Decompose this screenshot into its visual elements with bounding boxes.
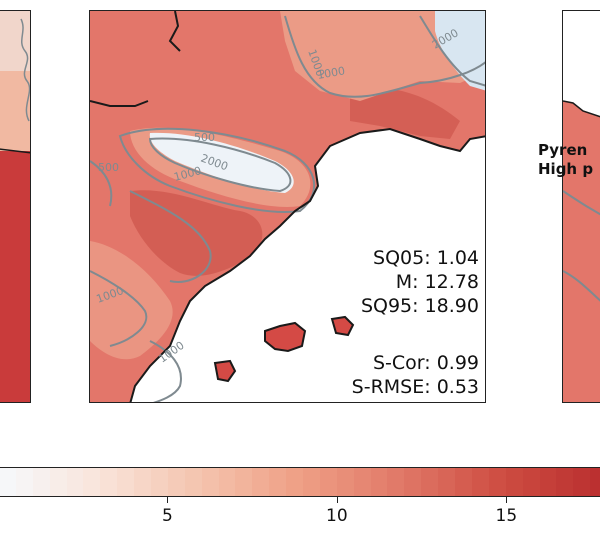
center-map-svg: 500 2000 1000 2000 1000 1000 1000 1000 5… xyxy=(90,11,485,402)
colorbar-segment xyxy=(319,468,337,496)
contour-1000-central xyxy=(129,190,212,283)
colorbar-segment xyxy=(353,468,371,496)
colorbar-tick-label: 15 xyxy=(495,506,518,526)
colorbar-segment xyxy=(370,468,388,496)
colorbar-tick xyxy=(167,497,169,503)
colorbar-segment xyxy=(134,468,152,496)
colorbar-segment xyxy=(421,468,439,496)
left-map-panel xyxy=(0,10,31,403)
colorbar-tick-label: 10 xyxy=(326,506,348,526)
colorbar-segment xyxy=(336,468,354,496)
right-map-svg xyxy=(563,11,600,402)
right-contour xyxy=(563,270,600,302)
colorbar-segment xyxy=(218,468,236,496)
right-label-line-2: High p xyxy=(538,160,594,178)
left-contour xyxy=(20,18,30,122)
left-lowland xyxy=(0,151,30,402)
colorbar-segment xyxy=(66,468,84,496)
left-slope xyxy=(0,71,30,151)
colorbar-segment xyxy=(32,468,50,496)
colorbar-segment xyxy=(505,468,523,496)
mainland-coast xyxy=(129,127,485,402)
colorbar-segment xyxy=(455,468,472,496)
stat-sq05: SQ05: 1.04 xyxy=(373,247,479,269)
colorbar-segment xyxy=(49,468,67,496)
contour-500-pyrenees xyxy=(118,127,316,213)
colorbar-segment xyxy=(184,468,202,496)
colorbar-segment xyxy=(100,468,118,496)
atlantic-coast xyxy=(90,100,149,107)
colorbar xyxy=(0,467,600,497)
land-dark-east xyxy=(350,87,460,139)
colorbar-segment xyxy=(269,468,287,496)
colorbar-segment xyxy=(303,468,320,496)
colorbar-segment xyxy=(556,468,574,496)
right-land xyxy=(563,101,600,402)
right-label-line-1: Pyren xyxy=(538,141,588,159)
contour-2000-alps xyxy=(419,15,485,87)
stat-sq95: SQ95: 18.90 xyxy=(360,295,479,317)
colorbar-segment xyxy=(167,468,185,496)
colorbar-segment xyxy=(387,468,405,496)
colorbar-segment xyxy=(573,468,591,496)
contour-500-west xyxy=(90,160,113,207)
stat-mean: M: 12.78 xyxy=(395,271,479,293)
colorbar-segment xyxy=(117,468,135,496)
right-panel-label: Pyren High p xyxy=(538,141,593,179)
island-mallorca xyxy=(264,321,307,353)
colorbar-tick xyxy=(506,497,508,503)
contour-label: 500 xyxy=(194,131,215,144)
colorbar-segment xyxy=(286,468,304,496)
colorbar-segment xyxy=(201,468,219,496)
colorbar-segment xyxy=(488,468,506,496)
snow-pyrenees xyxy=(149,132,294,193)
colorbar-tick-label: 5 xyxy=(162,506,173,526)
contour-1000-south xyxy=(90,270,148,347)
highland-north xyxy=(280,11,485,101)
land-dark-region xyxy=(130,190,263,276)
stats-block-quantiles: SQ05: 1.04 M: 12.78 SQ95: 18.90 xyxy=(361,246,479,318)
right-map-panel xyxy=(562,10,600,403)
colorbar-segment xyxy=(83,468,101,496)
center-map-panel: 500 2000 1000 2000 1000 1000 1000 1000 5… xyxy=(89,10,486,403)
contour-2000-pyrenees xyxy=(148,137,292,193)
left-highland xyxy=(0,11,30,71)
stats-block-scores: S-Cor: 0.99 S-RMSE: 0.53 xyxy=(352,351,479,399)
coastlines xyxy=(90,11,485,402)
colorbar-segment xyxy=(404,468,422,496)
colorbar-segment xyxy=(438,468,456,496)
colorbar-segment xyxy=(15,468,33,496)
highland-south xyxy=(90,241,173,360)
northwest-coast xyxy=(168,11,181,52)
contour-label: 1000 xyxy=(316,64,346,82)
stat-s-rmse: S-RMSE: 0.53 xyxy=(351,376,479,398)
island-menorca xyxy=(330,315,355,337)
colorbar-segment xyxy=(235,468,253,496)
contour-1000-north xyxy=(284,15,485,98)
contour-label: 500 xyxy=(98,161,119,174)
colorbar-segment xyxy=(471,468,489,496)
left-coastline xyxy=(0,148,30,154)
colorbar-tick xyxy=(336,497,338,503)
island-ibiza xyxy=(213,359,237,383)
stat-s-cor: S-Cor: 0.99 xyxy=(372,352,479,374)
right-coastline xyxy=(563,100,600,118)
colorbar-segment xyxy=(522,468,540,496)
colorbar-segment xyxy=(539,468,557,496)
colorbar-segment xyxy=(151,468,168,496)
right-contour xyxy=(563,190,600,216)
balearic-islands xyxy=(213,315,355,383)
colorbar-segment xyxy=(252,468,270,496)
colorbar-segment xyxy=(0,468,16,496)
colorbar-segment xyxy=(590,468,600,496)
left-map-svg xyxy=(0,11,30,402)
